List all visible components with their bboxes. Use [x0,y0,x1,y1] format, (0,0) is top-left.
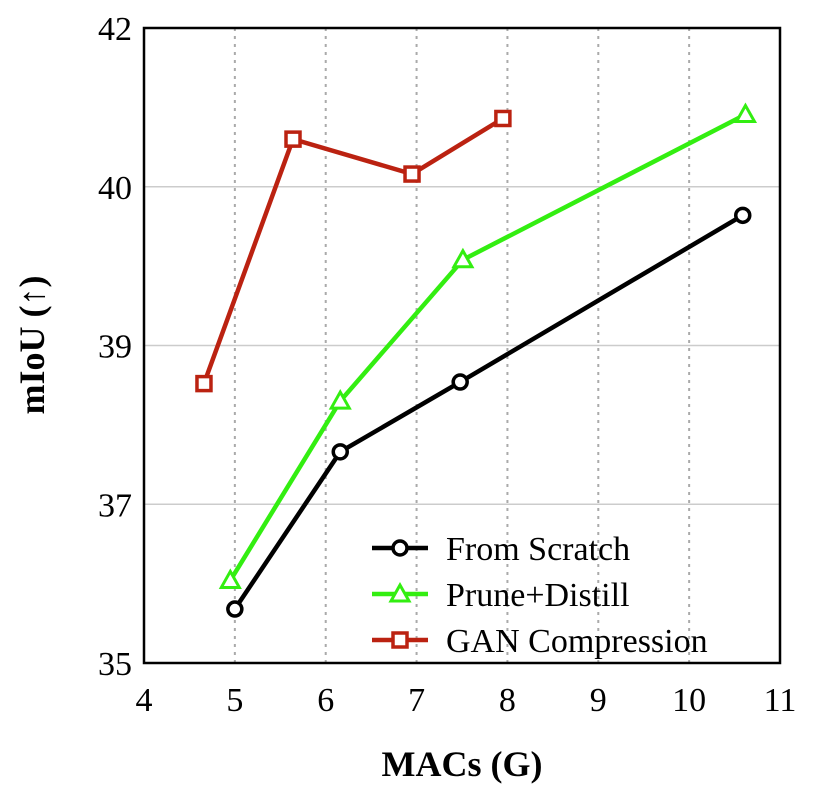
x-tick-label: 4 [136,682,153,719]
series-line [228,112,747,582]
x-tick-label: 9 [590,682,607,719]
y-tick-label: 37 [98,487,132,524]
marker-circle [331,443,350,461]
y-ticks: 35 37 39 40 42 [98,11,132,683]
legend-label: Prune+Distill [446,577,630,614]
grid [144,28,780,663]
y-tick-label: 42 [98,11,132,48]
y-tick-label: 40 [98,170,132,207]
x-tick-label: 5 [226,682,243,719]
marker-triangle [328,389,352,410]
series-line [232,213,744,611]
marker-triangle [733,102,758,124]
series-from-scratch [226,206,752,618]
marker-triangle [451,247,475,269]
marker-circle [391,539,409,557]
marker-circle [733,206,752,225]
x-tick-label: 11 [764,682,797,719]
marker-circle [226,600,244,618]
plot-frame [142,26,782,665]
marker-square [403,165,421,183]
y-tick-label: 35 [98,646,132,683]
legend-item: Prune+Distill [372,577,630,614]
legend-label: From Scratch [446,531,630,568]
x-tick-label: 6 [317,682,334,719]
marker-square [195,374,213,393]
x-tick-label: 7 [408,682,425,719]
marker-square [494,109,512,128]
marker-square [391,631,409,649]
marker-triangle [388,581,412,603]
legend: From Scratch Prune+Distill GAN Compression [372,531,708,660]
marker-circle [451,373,469,391]
series-prune-distill [218,102,758,589]
marker-square [284,130,302,148]
y-axis-label: mIoU (↑) [12,276,52,415]
series-line [201,116,505,385]
legend-label: GAN Compression [446,623,708,660]
x-ticks: 4 5 6 7 8 9 10 11 [136,682,797,719]
x-tick-label: 10 [672,682,706,719]
legend-item: From Scratch [372,531,630,568]
x-axis-label: MACs (G) [382,744,543,784]
legend-item: GAN Compression [372,623,708,660]
series-gan-compression [195,109,512,393]
marker-triangle [218,568,242,589]
x-tick-label: 8 [499,682,516,719]
series-layer [195,102,758,618]
y-tick-label: 39 [98,329,132,366]
